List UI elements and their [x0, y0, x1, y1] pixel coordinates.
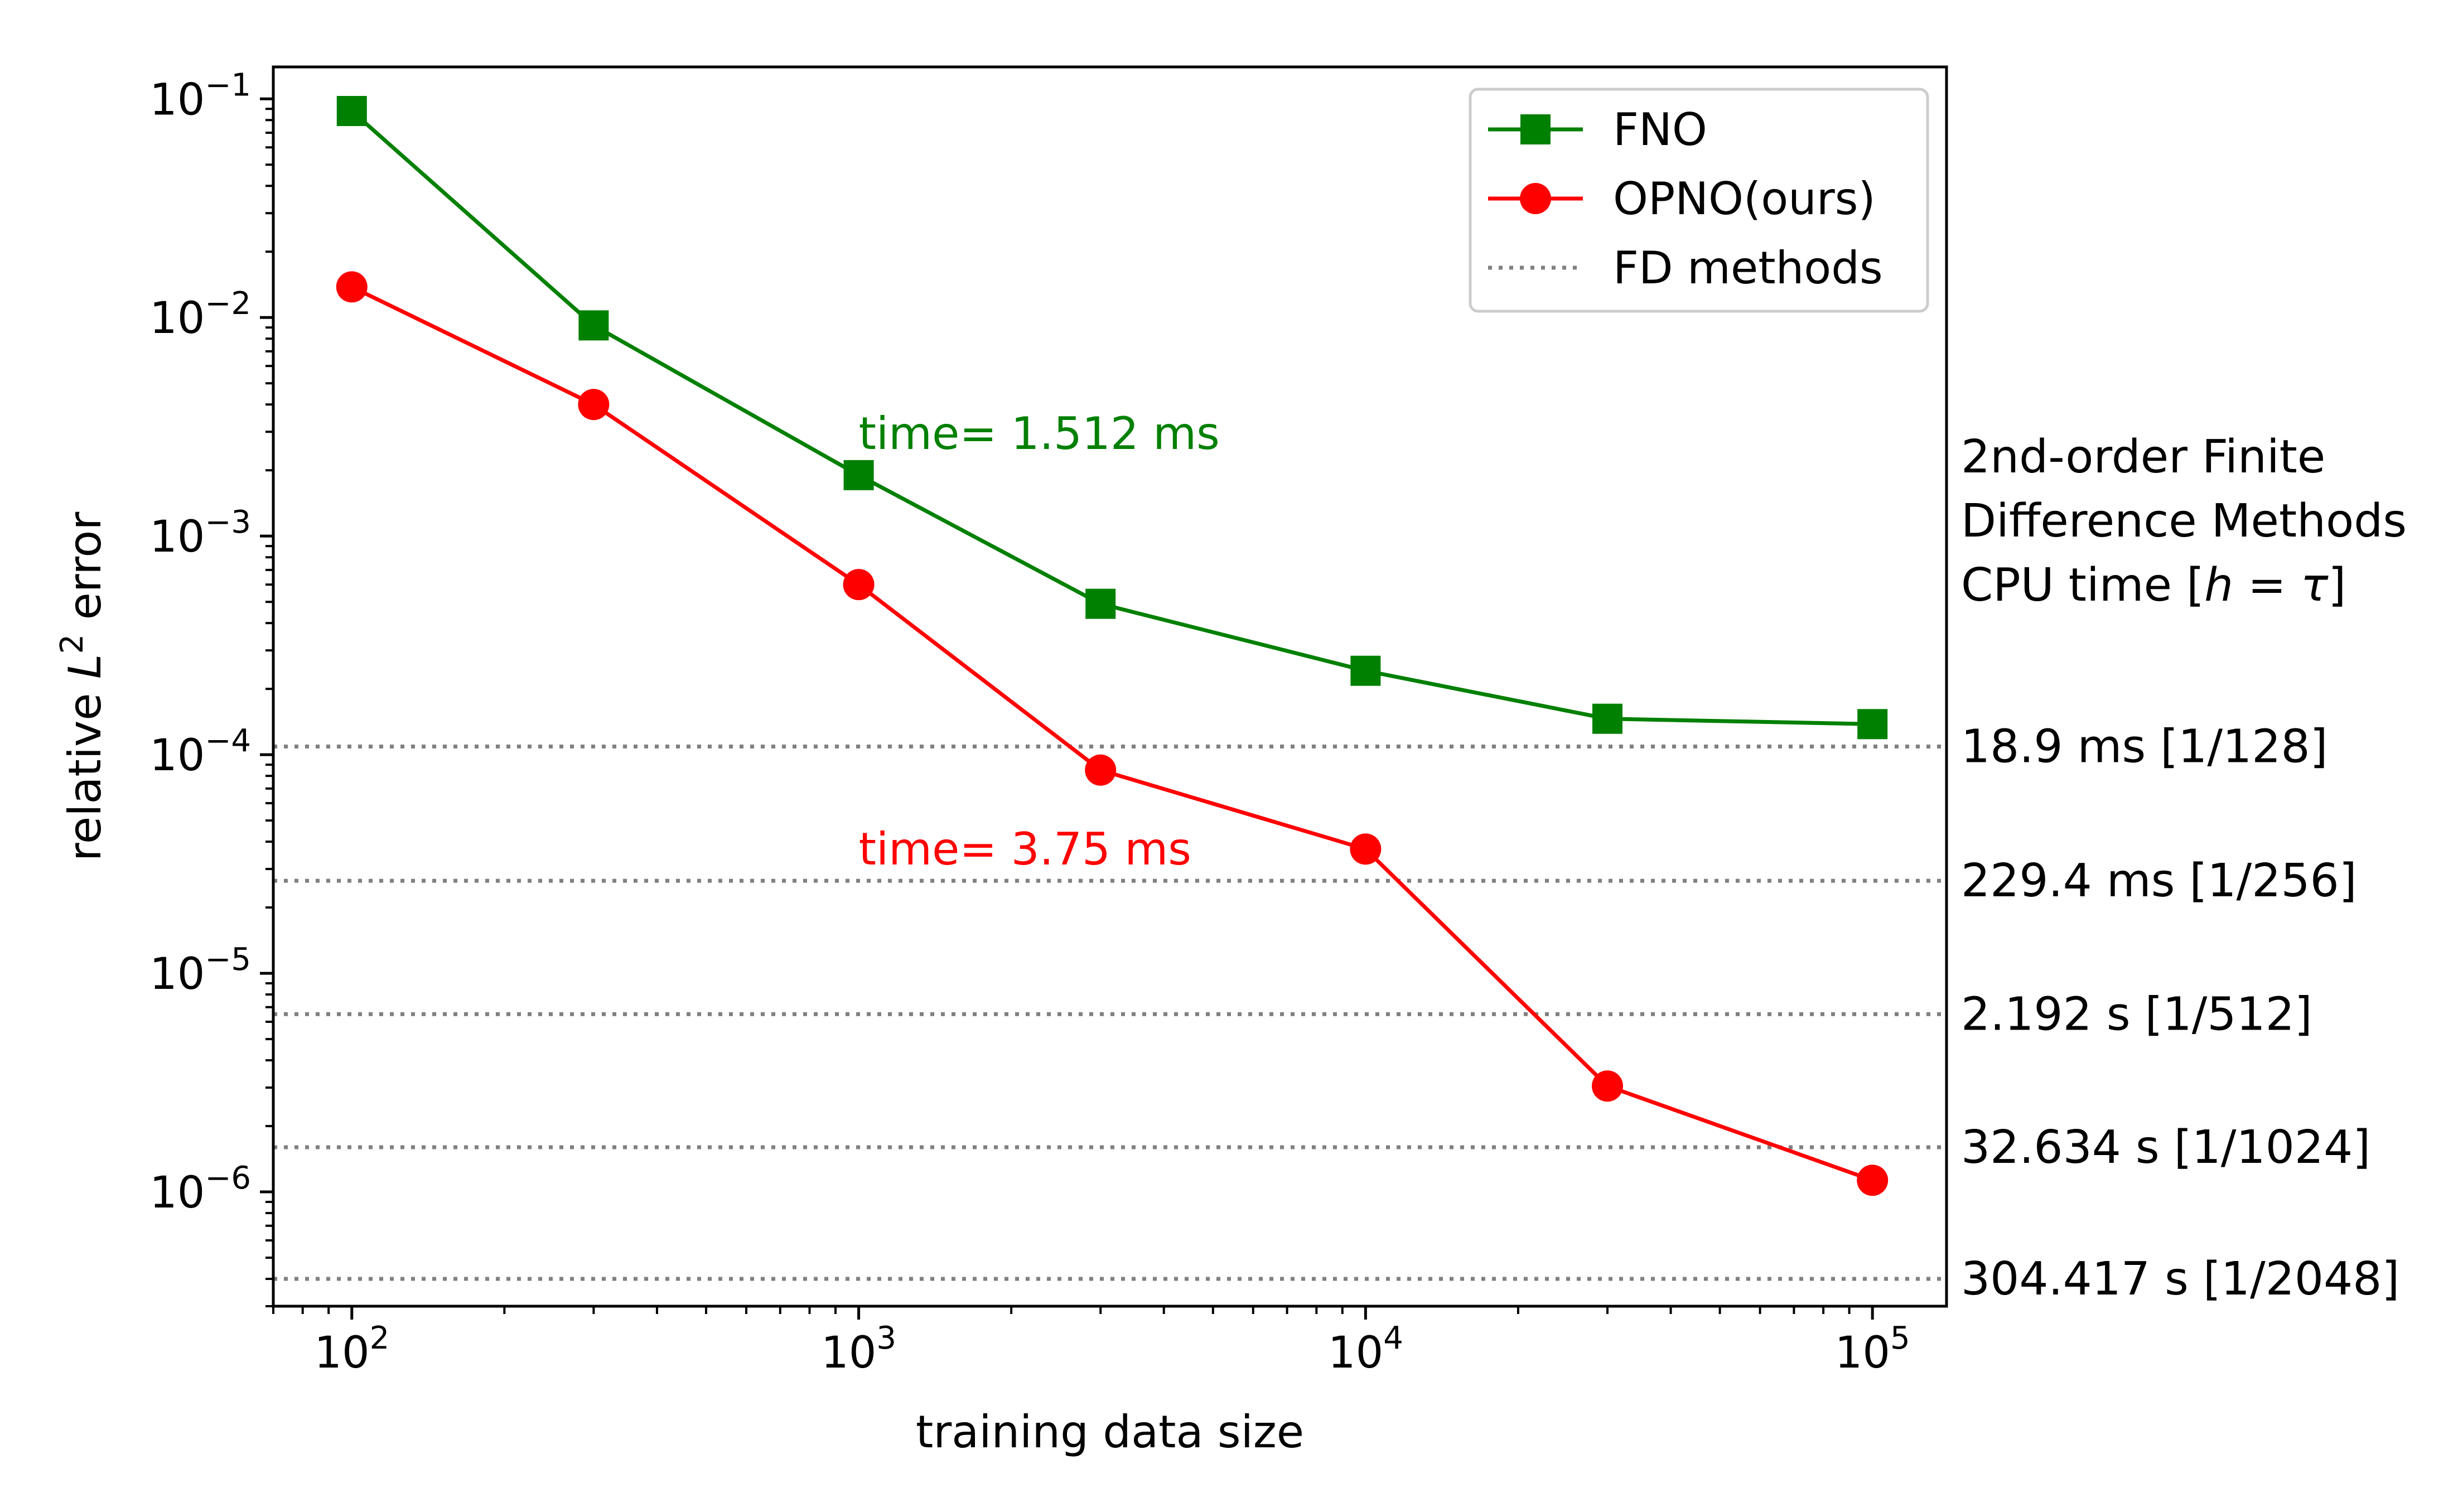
legend-opno-label: OPNO(ours)	[1613, 173, 1876, 225]
fno-data-point	[1350, 655, 1381, 686]
x-tick-label: 102	[314, 1320, 389, 1378]
y-tick-label: 10−1	[149, 67, 251, 125]
fno-data-point	[1592, 703, 1623, 734]
fd-cpu-time-label: 18.9 ms [1/128]	[1961, 720, 2328, 773]
fno-data-point	[843, 460, 874, 490]
y-tick-label: 10−2	[149, 286, 251, 344]
plot-area-frame	[272, 65, 1948, 1308]
y-axis-title: relative L2 error	[54, 512, 111, 862]
series-layer	[336, 96, 1889, 1196]
opno-ours-data-point	[1350, 833, 1382, 865]
y-tick-label: 10−5	[149, 941, 251, 999]
annotation-fno-time: time= 1.512 ms	[859, 408, 1220, 460]
fd-reference-lines	[273, 744, 1947, 1281]
opno-ours-data-point	[1592, 1070, 1624, 1102]
opno-ours-data-point	[1085, 754, 1117, 786]
legend-fno-marker	[1520, 114, 1551, 144]
legend-opno-marker	[1520, 183, 1551, 214]
legend: FNO OPNO(ours) FD methods	[1469, 88, 1929, 313]
fd-cpu-time-label: 229.4 ms [1/256]	[1961, 854, 2357, 907]
legend-frame	[1469, 88, 1929, 313]
opno-ours-data-point	[843, 569, 875, 601]
y-tick-label: 10−6	[149, 1160, 251, 1218]
legend-fno-label: FNO	[1613, 104, 1707, 156]
x-axis-ticks: 102 103 104 105	[272, 1306, 1910, 1378]
annotation-opno-time: time= 3.75 ms	[859, 823, 1191, 875]
y-tick-label: 10−3	[149, 504, 251, 562]
fno-data-point	[578, 310, 609, 341]
x-tick-label: 105	[1835, 1320, 1910, 1378]
fno-data-point	[336, 96, 367, 127]
fd-cpu-time-label: 304.417 s [1/2048]	[1961, 1253, 2399, 1306]
opno-ours-data-point	[578, 389, 610, 421]
side-header-line-1: 2nd-order Finite	[1961, 431, 2325, 484]
x-tick-label: 104	[1328, 1320, 1403, 1378]
y-axis-ticks: 10−6 10−5 10−4 10−3 10−2 10−1	[149, 67, 273, 1307]
fd-cpu-time-label: 32.634 s [1/1024]	[1961, 1121, 2370, 1174]
side-header-line-2: Difference Methods	[1961, 495, 2407, 548]
y-tick-label: 10−4	[149, 723, 251, 781]
fd-cpu-time-label: 2.192 s [1/512]	[1961, 988, 2312, 1041]
legend-fd-label: FD methods	[1613, 242, 1883, 294]
x-tick-label: 103	[821, 1320, 896, 1378]
x-axis-title: training data size	[916, 1406, 1304, 1458]
fd-cpu-time-labels: 18.9 ms [1/128] 229.4 ms [1/256] 2.192 s […	[1961, 720, 2399, 1306]
side-header-line-3: CPU time [h = τ]	[1961, 559, 2346, 612]
opno-ours-data-point	[336, 271, 368, 303]
opno-ours-data-point	[1857, 1165, 1889, 1196]
fno-data-point	[1857, 709, 1888, 740]
fno-data-point	[1085, 588, 1116, 619]
